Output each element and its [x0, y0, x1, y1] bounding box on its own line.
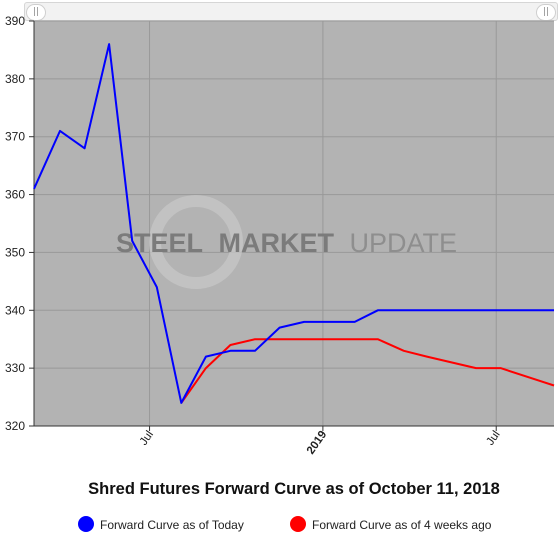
y-tick-label: 350	[5, 245, 25, 259]
watermark-word-steel: STEEL	[116, 228, 203, 258]
y-tick-label: 390	[5, 14, 25, 28]
y-tick-label: 320	[5, 419, 25, 433]
plot-area	[34, 21, 554, 426]
legend-label-today: Forward Curve as of Today	[100, 518, 244, 532]
legend-label-4-weeks-ago: Forward Curve as of 4 weeks ago	[312, 518, 492, 532]
legend-item-4-weeks-ago[interactable]: Forward Curve as of 4 weeks ago	[290, 516, 492, 532]
y-tick-label: 330	[5, 361, 25, 375]
watermark-word-update: UPDATE	[350, 228, 458, 258]
legend-item-today[interactable]: Forward Curve as of Today	[78, 516, 244, 532]
x-tick-label: Jul	[484, 429, 502, 448]
series-line-4-weeks-ago[interactable]	[180, 338, 555, 404]
x-axis: Jul 2019 Jul	[34, 425, 554, 457]
x-tick-label: Jul	[138, 429, 156, 448]
y-tick-label: 370	[5, 130, 25, 144]
y-tick-label: 380	[5, 72, 25, 86]
chart-title: Shred Futures Forward Curve as of Octobe…	[88, 480, 500, 498]
x-tick-label: 2019	[305, 429, 330, 457]
legend-marker-4-weeks-ago	[290, 516, 306, 532]
watermark-word-market: MARKET	[219, 228, 335, 258]
watermark-text: STEEL MARKET UPDATE	[116, 228, 457, 258]
legend-marker-today	[78, 516, 94, 532]
watermark-ring	[149, 195, 243, 289]
y-tick-label: 340	[5, 303, 25, 317]
y-tick-label: 360	[5, 188, 25, 202]
series-line-today[interactable]	[33, 43, 554, 404]
y-axis: 320 330 340 350 360 370 380 390	[5, 14, 35, 433]
legend: Forward Curve as of Today Forward Curve …	[78, 516, 492, 532]
series-lines	[33, 43, 555, 404]
